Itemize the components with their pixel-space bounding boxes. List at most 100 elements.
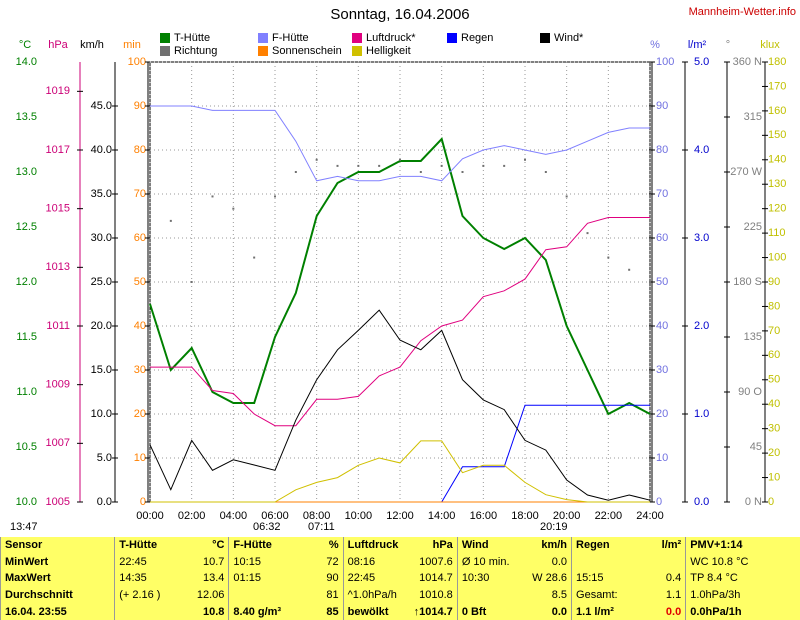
x-tick-label: 00:00 [136,510,164,522]
dot [169,219,172,222]
dot [253,256,256,259]
y-tick-label: 40.0 [91,144,112,156]
y-tick-label: 10 [768,471,780,483]
y-tick-label: 40 [134,320,146,332]
cell-text: hPa [432,539,453,552]
y-tick-label: 10 [656,452,668,464]
chart: Sonntag, 16.04.2006 Mannheim-Wetter.info… [10,6,796,533]
cell-text: 0.4 [665,572,682,585]
legend-label: Richtung [174,45,217,57]
table-cell: WC 10.8 °C [685,553,800,571]
time-annotation: 07:11 [308,521,335,533]
y-tick-label: 270 W [730,166,762,178]
cell-text: 0.0hPa/1h [690,605,742,618]
y-tick-label: 10.0 [91,408,112,420]
y-tick-label: 0.0 [97,496,112,508]
table-cell: 01:15 90 [228,570,344,587]
y-tick-label: 120 [768,203,786,215]
y-tick-label: 25.0 [91,276,112,288]
table-cell: F-Hütte% [228,537,344,554]
legend-label: F-Hütte [272,32,309,44]
cell-text: 85 [326,605,339,618]
y-tick-label: 50 [134,276,146,288]
table-cell: 0 Bft 0.0 [456,603,572,620]
y-tick-label: 180 S [733,276,762,288]
y-tick-label: 130 [768,178,786,190]
y-tick-label: 70 [656,188,668,200]
y-tick-label: 180 [768,56,786,68]
y-tick-label: 30 [768,423,780,435]
y-tick-label: 20 [768,447,780,459]
axis-label: % [650,39,660,51]
y-tick-label: 70 [768,325,780,337]
y-tick-label: 10.0 [16,496,37,508]
y-tick-label: 0.0 [694,496,709,508]
y-tick-label: 10 [134,452,146,464]
table-row: MinWert 22:45 10.7 10:15 72 08:16 1007.6 Ø 10 m… [0,553,800,571]
table-cell: 0.0hPa/1h [685,603,800,620]
dot [628,268,631,271]
table-cell: T-Hütte °C [114,537,229,554]
legend-label: Luftdruck* [366,32,416,44]
y-tick-label: 225 [744,221,762,233]
cell-text: 10.8 [202,605,225,618]
y-tick-label: 40 [656,320,668,332]
y-tick-label: 100 [768,251,786,263]
y-tick-label: 110 [768,227,786,239]
series-line [150,440,650,503]
cell-text: Gesamt: [576,589,618,602]
axis-label: hPa [48,39,68,51]
series-line [150,217,650,427]
dot [149,256,151,259]
x-tick-label: 14:00 [428,510,456,522]
table-cell: 81 [228,586,344,604]
axis-label: klux [760,39,780,51]
cell-text: MinWert [5,555,49,568]
y-tick-label: 60 [656,232,668,244]
y-tick-label: 140 [768,154,786,166]
dot [274,195,276,198]
y-tick-label: 20 [134,408,146,420]
cell-text: °C [212,539,225,552]
dot [315,158,318,161]
y-tick-label: 2.0 [694,320,709,332]
table-cell: 10:15 72 [228,553,344,571]
cell-text: Sensor [5,539,43,552]
y-tick-label: 13.5 [16,111,37,123]
cell-text: PMV+1:14 [690,539,743,552]
y-tick-label: 12.0 [16,276,37,288]
y-tick-label: 160 [768,105,786,117]
y-tick-label: 11.5 [16,331,37,343]
y-tick-label: 100 [656,56,674,68]
dot [378,164,381,167]
legend-swatch [160,46,170,56]
table-cell: Luftdruck hPa [342,537,458,554]
table-row: Durchschnitt (+ 2.16 ) 12.06 81 ^1.0hPa/h 101… [0,586,800,604]
cell-text: 0.0 [551,605,568,618]
y-tick-label: 150 [768,129,786,141]
y-tick-label: 80 [768,300,780,312]
table-row: MaxWert 14:35 13.4 01:15 90 22:45 1014.7 10:30 W… [0,570,800,587]
table-cell: Sensor [0,537,115,554]
y-tick-label: 80 [134,144,146,156]
dot [399,158,401,161]
dot [294,171,297,173]
y-tick-label: 170 [768,80,786,92]
y-tick-label: 1011 [46,320,70,332]
y-tick-label: 100 [128,56,146,68]
cell-text: 81 [326,589,339,602]
dot [419,171,422,173]
table-cell: 22:45 10.7 [114,553,229,571]
dot [190,281,193,283]
table-cell: 15:15 0.4 [571,570,686,587]
table-cell: 8.5 [456,586,572,604]
table-cell: Ø 10 min. 0.0 [456,553,572,571]
cell-text: 08:16 [347,555,376,568]
x-tick-label: 06:00 [261,510,289,522]
dot [336,164,339,167]
dot [461,171,464,173]
y-tick-label: 15.0 [91,364,112,376]
dot [482,164,485,167]
table-row: 16.04. 23:55 10.8 8.40 g/m³ 85 bewölkt ↑1014.… [0,603,800,620]
